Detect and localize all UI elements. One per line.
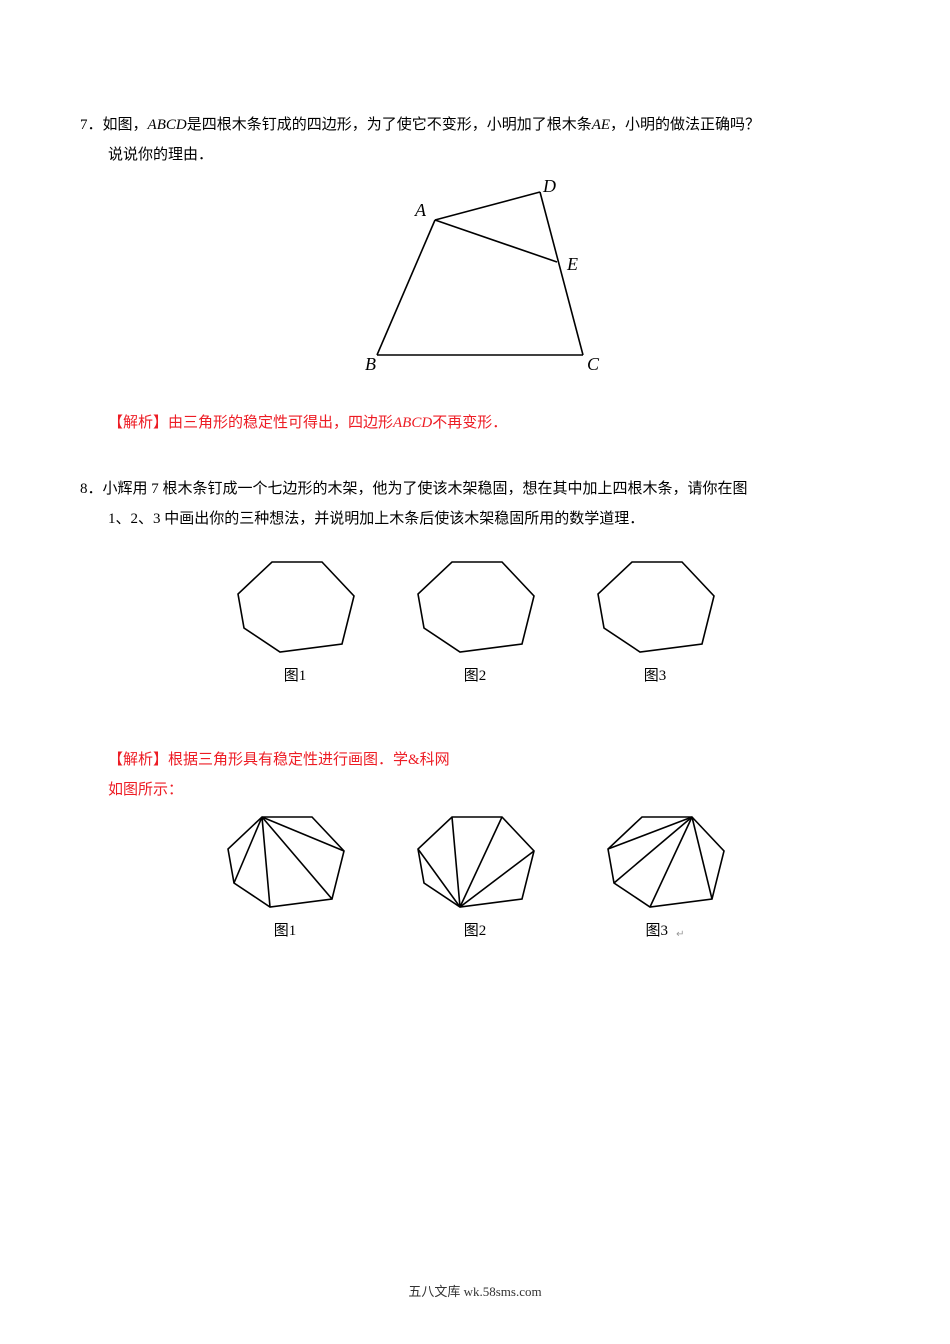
svg-text:E: E xyxy=(566,254,578,274)
q8-sol3-label-wrap: 图3 ↵ xyxy=(646,919,685,940)
q8-line1: 小辉用 7 根木条钉成一个七边形的木架，他为了使该木架稳固，想在其中加上四根木条… xyxy=(103,481,748,497)
q8-fig1 xyxy=(230,554,360,658)
q8-sol2 xyxy=(410,809,540,913)
q8-sol2-label: 图2 xyxy=(464,919,487,940)
q7-pre1: 如图， xyxy=(103,117,148,133)
q7-figure-row: A B C D E xyxy=(80,180,870,380)
q8-sol1-col: 图1 xyxy=(220,809,350,940)
q7-number: 7． xyxy=(80,117,103,133)
q8-sol1-label: 图1 xyxy=(274,919,297,940)
q8-solution-row: 图1 图2 图3 ↵ xyxy=(80,809,870,940)
q8-number: 8． xyxy=(80,481,103,497)
q8-sol3-col: 图3 ↵ xyxy=(600,809,730,940)
svg-text:D: D xyxy=(542,180,556,196)
q7-figure: A B C D E xyxy=(345,180,605,380)
q8-fig3 xyxy=(590,554,720,658)
question-7: 7．如图，ABCD是四根木条钉成的四边形，为了使它不变形，小明加了根木条AE，小… xyxy=(80,110,870,438)
q7-text: 7．如图，ABCD是四根木条钉成的四边形，为了使它不变形，小明加了根木条AE，小… xyxy=(80,110,870,170)
q8-fig1-col: 图1 xyxy=(230,554,360,685)
q8-fig3-label: 图3 xyxy=(644,664,667,685)
svg-text:A: A xyxy=(414,200,427,220)
svg-text:C: C xyxy=(587,354,600,374)
q7-analysis-abcd: ABCD xyxy=(393,415,432,431)
tiny-arrow-icon: ↵ xyxy=(676,929,684,940)
q7-ae: AE xyxy=(592,117,610,133)
q7-analysis-tail: 不再变形． xyxy=(432,415,507,431)
q8-sol1 xyxy=(220,809,350,913)
q7-line2: 说说你的理由． xyxy=(108,147,213,163)
q8-fig2-col: 图2 xyxy=(410,554,540,685)
q8-fig2-label: 图2 xyxy=(464,664,487,685)
q8-fig3-col: 图3 xyxy=(590,554,720,685)
q8-sol3-label: 图3 xyxy=(646,923,669,939)
q7-mid1: 是四根木条钉成的四边形，为了使它不变形，小明加了根木条 xyxy=(187,117,592,133)
svg-text:B: B xyxy=(365,354,376,374)
q8-figure-row: 图1 图2 图3 xyxy=(80,554,870,685)
q8-sol2-col: 图2 xyxy=(410,809,540,940)
q8-text: 8．小辉用 7 根木条钉成一个七边形的木架，他为了使该木架稳固，想在其中加上四根… xyxy=(80,474,870,534)
q7-analysis-pre: 【解析】由三角形的稳定性可得出，四边形 xyxy=(108,415,393,431)
q8-analysis-1: 【解析】根据三角形具有稳定性进行画图．学&科网 xyxy=(80,745,870,775)
q7-tail1: ，小明的做法正确吗？ xyxy=(610,117,760,133)
q8-fig2 xyxy=(410,554,540,658)
q8-analysis-2: 如图所示： xyxy=(80,775,870,805)
q8-line2: 1、2、3 中画出你的三种想法，并说明加上木条后使该木架稳固所用的数学道理． xyxy=(108,511,644,527)
q8-fig1-label: 图1 xyxy=(284,664,307,685)
q7-analysis: 【解析】由三角形的稳定性可得出，四边形ABCD不再变形． xyxy=(80,408,870,438)
question-8: 8．小辉用 7 根木条钉成一个七边形的木架，他为了使该木架稳固，想在其中加上四根… xyxy=(80,474,870,940)
q8-sol3 xyxy=(600,809,730,913)
q7-abcd: ABCD xyxy=(148,117,187,133)
page-footer: 五八文库 wk.58sms.com xyxy=(0,1281,950,1300)
